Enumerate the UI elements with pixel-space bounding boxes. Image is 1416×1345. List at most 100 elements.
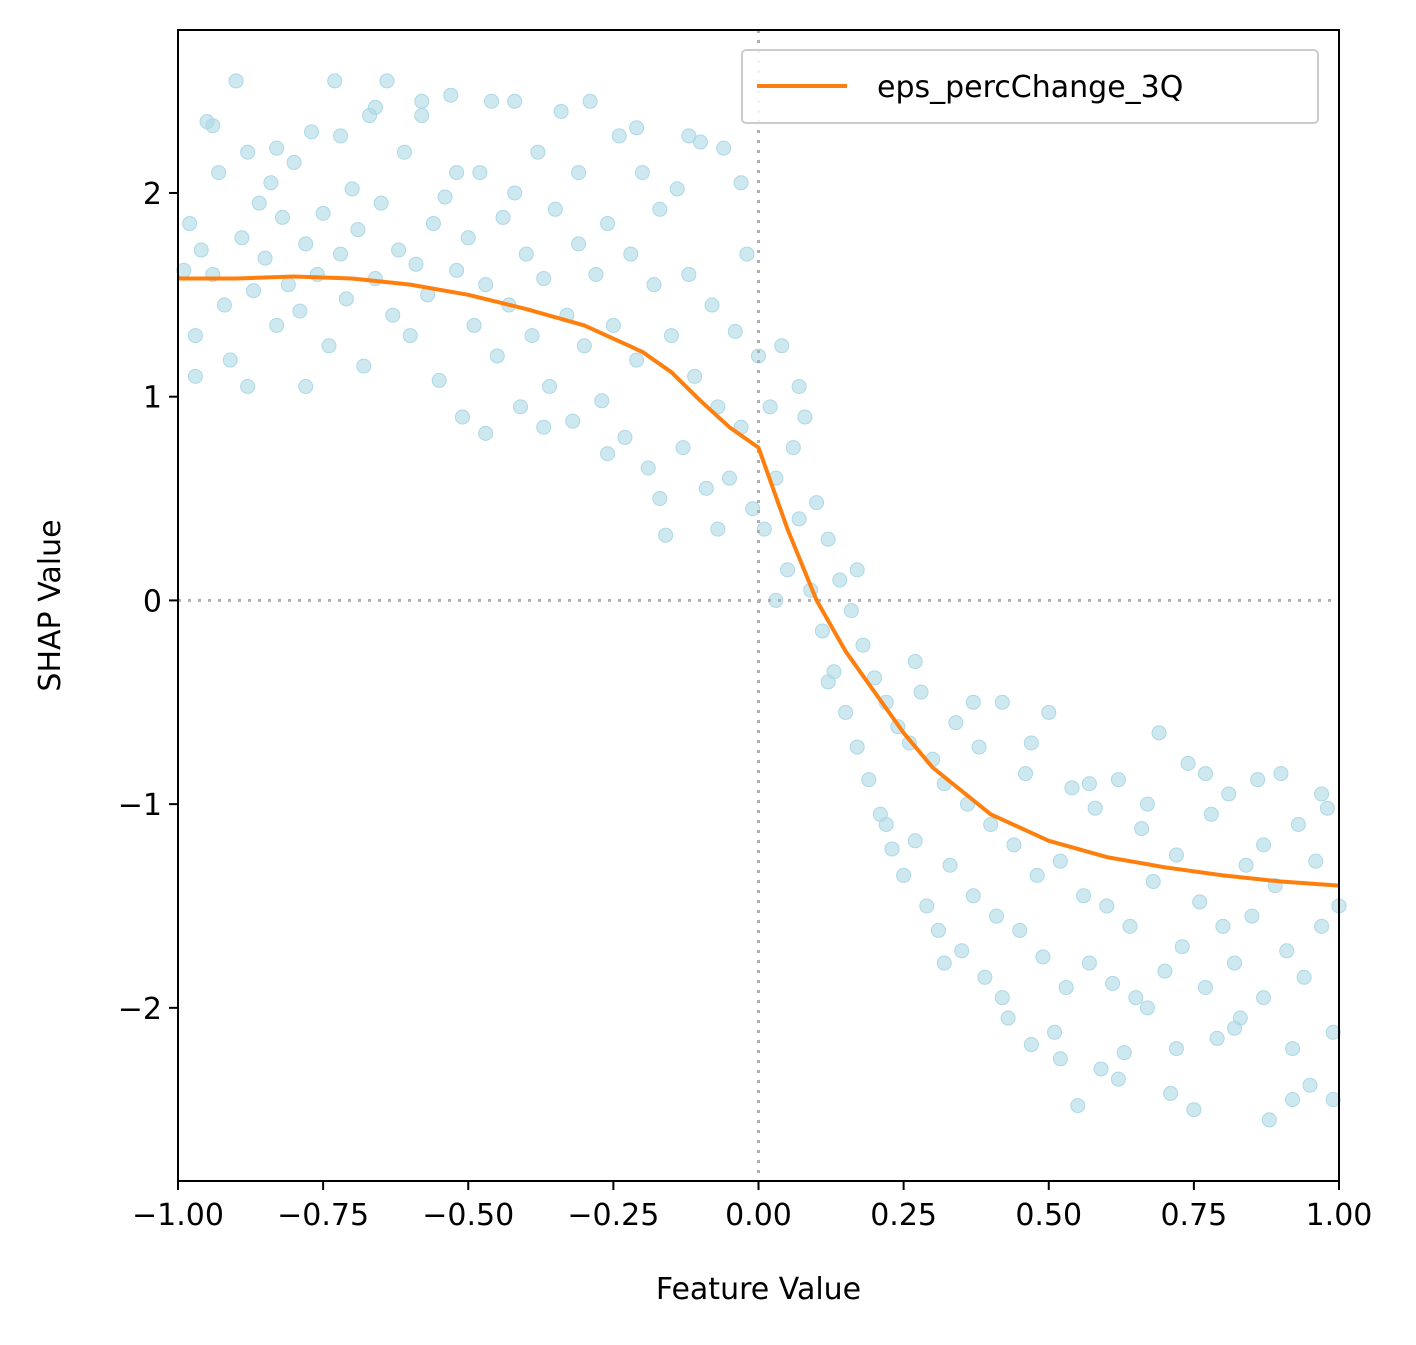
scatter-point [994, 990, 1010, 1006]
scatter-point [861, 772, 877, 788]
scatter-point [896, 867, 912, 883]
scatter-point [1314, 786, 1330, 802]
y-tick-label: 1 [143, 381, 162, 416]
legend: eps_percChange_3Q [741, 49, 1319, 124]
scatter-point [269, 317, 285, 333]
y-tick-label: 0 [143, 584, 162, 619]
x-tick-label: −1.00 [132, 1198, 224, 1233]
scatter-point [1314, 918, 1330, 934]
scatter-point [240, 144, 256, 160]
scatter-point [304, 124, 320, 140]
scatter-point [286, 154, 302, 170]
scatter-point [971, 739, 987, 755]
scatter-point [274, 209, 290, 225]
scatter-point [443, 87, 459, 103]
scatter-point [449, 165, 465, 181]
scatter-point [507, 93, 523, 109]
scatter-point [187, 368, 203, 384]
scatter-point [1151, 725, 1167, 741]
scatter-point [1128, 990, 1144, 1006]
scatter-point [867, 670, 883, 686]
x-tick-label: 0.00 [725, 1198, 792, 1233]
scatter-points [176, 73, 1347, 1128]
scatter-point [1052, 1051, 1068, 1067]
scatter-point [245, 283, 261, 299]
scatter-point [1035, 949, 1051, 965]
scatter-point [431, 372, 447, 388]
scatter-point [919, 898, 935, 914]
scatter-point [1081, 955, 1097, 971]
scatter-point [576, 338, 592, 354]
scatter-point [756, 521, 772, 537]
x-tick-label: 0.50 [1015, 1198, 1082, 1233]
scatter-point [1081, 776, 1097, 792]
scatter-point [338, 291, 354, 307]
scatter-point [512, 399, 528, 415]
y-tick-label: 2 [143, 177, 162, 212]
scatter-point [1256, 990, 1272, 1006]
scatter-point [280, 277, 296, 293]
scatter-point [623, 246, 639, 262]
scatter-point [1285, 1041, 1301, 1057]
scatter-point [373, 195, 389, 211]
scatter-point [518, 246, 534, 262]
scatter-point [1157, 963, 1173, 979]
scatter-point [298, 236, 314, 252]
axis-ticks: −1.00 −0.75 −0.50 −0.25 0.00 0.25 0.50 0.75 1.00… [118, 177, 1373, 1233]
scatter-point [710, 399, 726, 415]
scatter-point [315, 205, 331, 221]
scatter-point [1052, 853, 1068, 869]
scatter-point [396, 144, 412, 160]
scatter-point [727, 324, 743, 340]
scatter-point [1186, 1102, 1202, 1118]
scatter-point [745, 501, 761, 517]
scatter-point [489, 348, 505, 364]
scatter-point [1110, 1071, 1126, 1087]
scatter-point [698, 480, 714, 496]
legend-box [741, 49, 1319, 124]
scatter-point [478, 425, 494, 441]
scatter-point [1087, 800, 1103, 816]
x-tick-label: 0.75 [1160, 1198, 1227, 1233]
scatter-point [1279, 943, 1295, 959]
scatter-point [483, 93, 499, 109]
scatter-point [205, 118, 221, 134]
scatter-point [1285, 1092, 1301, 1108]
scatter-point [663, 328, 679, 344]
scatter-point [791, 511, 807, 527]
scatter-point [454, 409, 470, 425]
scatter-point [907, 833, 923, 849]
scatter-point [977, 969, 993, 985]
scatter-point [356, 358, 372, 374]
scatter-point [391, 242, 407, 258]
scatter-point [1058, 979, 1074, 995]
scatter-point [1273, 766, 1289, 782]
y-tick-label: −2 [118, 992, 162, 1027]
scatter-point [1000, 1010, 1016, 1026]
scatter-point [797, 409, 813, 425]
scatter-point [350, 222, 366, 238]
scatter-point [652, 491, 668, 507]
scatter-point [1168, 1041, 1184, 1057]
scatter-point [878, 816, 894, 832]
scatter-point [333, 128, 349, 144]
scatter-point [1110, 772, 1126, 788]
scatter-point [675, 440, 691, 456]
scatter-point [536, 419, 552, 435]
scatter-point [1023, 1037, 1039, 1053]
scatter-point [843, 603, 859, 619]
scatter-point [1215, 918, 1231, 934]
scatter-point [1018, 766, 1034, 782]
scatter-point [193, 242, 209, 258]
scatter-point [367, 99, 383, 115]
scatter-point [965, 888, 981, 904]
scatter-point [1244, 908, 1260, 924]
scatter-point [1296, 969, 1312, 985]
scatter-point [228, 73, 244, 89]
scatter-point [849, 562, 865, 578]
scatter-point [611, 128, 627, 144]
scatter-point [1163, 1085, 1179, 1101]
scatter-point [681, 266, 697, 282]
scatter-point [646, 277, 662, 293]
